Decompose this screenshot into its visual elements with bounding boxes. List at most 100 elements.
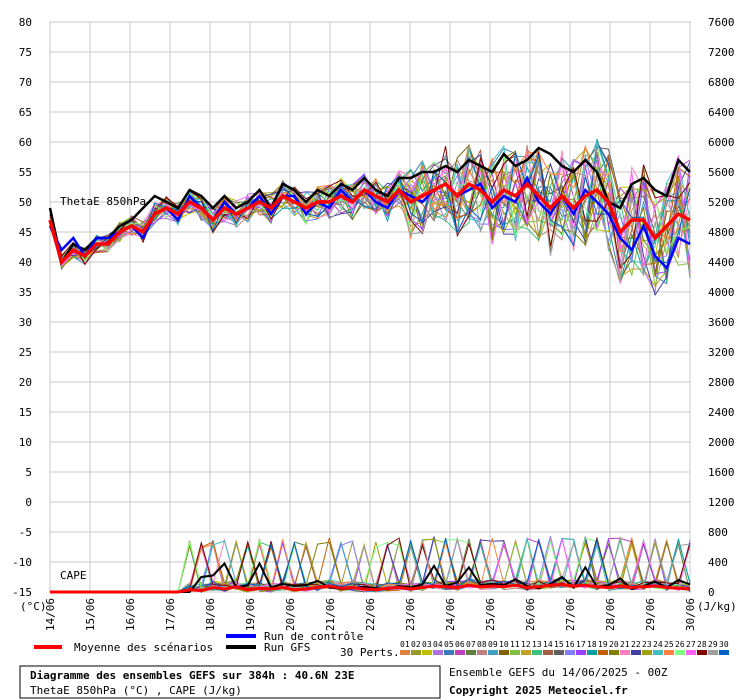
right-axis-unit: (J/kg) bbox=[697, 600, 737, 613]
pert-legend-swatch bbox=[609, 650, 619, 655]
right-tick-label: 4000 bbox=[708, 286, 735, 299]
right-axis-ticks: 7600720068006400600056005200480044004000… bbox=[708, 16, 735, 599]
pert-legend-number: 28 bbox=[697, 640, 707, 649]
left-tick-label: 70 bbox=[19, 76, 32, 89]
pert-legend-number: 04 bbox=[433, 640, 443, 649]
pert-legend-number: 09 bbox=[488, 640, 498, 649]
pert-legend-swatch bbox=[620, 650, 630, 655]
x-tick-label: 19/06 bbox=[244, 598, 257, 631]
right-tick-label: 1200 bbox=[708, 496, 735, 509]
pert-legend-swatch bbox=[587, 650, 597, 655]
pert-legend-number: 27 bbox=[686, 640, 696, 649]
pert-legend-swatch bbox=[466, 650, 476, 655]
pert-legend-swatch bbox=[510, 650, 520, 655]
left-tick-label: -15 bbox=[12, 586, 32, 599]
main-run-lines bbox=[48, 146, 691, 594]
pert-legend-number: 13 bbox=[532, 640, 542, 649]
right-tick-label: 6000 bbox=[708, 136, 735, 149]
pert-legend-swatch bbox=[697, 650, 707, 655]
pert-thetae-line bbox=[49, 145, 691, 281]
left-axis-unit: (°C) bbox=[20, 600, 47, 613]
left-tick-label: 75 bbox=[19, 46, 32, 59]
pert-legend-swatch bbox=[598, 650, 608, 655]
left-tick-label: 5 bbox=[25, 466, 32, 479]
pert-legend-swatch bbox=[543, 650, 553, 655]
x-tick-label: 29/06 bbox=[644, 598, 657, 631]
pert-legend-number: 07 bbox=[466, 640, 476, 649]
right-tick-label: 400 bbox=[708, 556, 728, 569]
left-tick-label: 45 bbox=[19, 226, 32, 239]
pert-legend-swatch bbox=[455, 650, 465, 655]
right-tick-label: 1600 bbox=[708, 466, 735, 479]
pert-legend-number: 23 bbox=[642, 640, 652, 649]
pert-legend-swatch bbox=[719, 650, 729, 655]
right-tick-label: 800 bbox=[708, 526, 728, 539]
pert-legend-number: 14 bbox=[543, 640, 553, 649]
left-tick-label: 30 bbox=[19, 316, 32, 329]
pert-legend-swatch bbox=[631, 650, 641, 655]
pert-legend-number: 15 bbox=[554, 640, 564, 649]
left-tick-label: 25 bbox=[19, 346, 32, 359]
pert-legend-swatch bbox=[433, 650, 443, 655]
left-tick-label: 35 bbox=[19, 286, 32, 299]
pert-legend-number: 19 bbox=[598, 640, 608, 649]
pert-legend-number: 30 bbox=[719, 640, 729, 649]
gfs-thetae-line bbox=[48, 146, 691, 266]
pert-legend-swatch bbox=[554, 650, 564, 655]
x-tick-label: 28/06 bbox=[604, 598, 617, 631]
legend-control-label: Run de contrôle bbox=[264, 630, 363, 643]
pert-legend-number: 02 bbox=[411, 640, 421, 649]
title-line-1: Diagramme des ensembles GEFS sur 384h : … bbox=[30, 669, 355, 682]
pert-legend-swatch bbox=[477, 650, 487, 655]
pert-legend-number: 25 bbox=[664, 640, 674, 649]
pert-legend-number: 10 bbox=[499, 640, 509, 649]
cape-series-label: CAPE bbox=[60, 569, 87, 582]
pert-thetae-line bbox=[49, 146, 691, 270]
copyright: Copyright 2025 Meteociel.fr bbox=[449, 684, 628, 697]
mean-thetae-line bbox=[48, 181, 691, 266]
left-tick-label: 65 bbox=[19, 106, 32, 119]
legend: Moyenne des scénarios Run de contrôle Ru… bbox=[34, 630, 729, 659]
right-tick-label: 2000 bbox=[708, 436, 735, 449]
legend-perts-label: 30 Perts. bbox=[340, 646, 400, 659]
perturbation-legend: 01 02 03 04 05 06 07 08 09 10 11 12 13 14 15 16 17 18 19 20… bbox=[400, 640, 729, 655]
pert-legend-swatch bbox=[521, 650, 531, 655]
pert-legend-number: 16 bbox=[565, 640, 575, 649]
right-tick-label: 6400 bbox=[708, 106, 735, 119]
x-tick-label: 20/06 bbox=[284, 598, 297, 631]
pert-legend-number: 06 bbox=[455, 640, 465, 649]
pert-legend-number: 17 bbox=[576, 640, 586, 649]
x-tick-label: 18/06 bbox=[204, 598, 217, 631]
x-tick-label: 27/06 bbox=[564, 598, 577, 631]
pert-legend-number: 20 bbox=[609, 640, 619, 649]
left-tick-label: 50 bbox=[19, 196, 32, 209]
x-tick-label: 16/06 bbox=[124, 598, 137, 631]
pert-legend-number: 08 bbox=[477, 640, 487, 649]
x-tick-label: 21/06 bbox=[324, 598, 337, 631]
right-tick-label: 3600 bbox=[708, 316, 735, 329]
right-tick-label: 7200 bbox=[708, 46, 735, 59]
pert-legend-swatch bbox=[532, 650, 542, 655]
pert-thetae-line bbox=[49, 141, 691, 265]
run-info: Ensemble GEFS du 14/06/2025 - 00Z bbox=[449, 666, 668, 679]
thetae-series-label: ThetaE 850hPa bbox=[60, 195, 146, 208]
pert-legend-swatch bbox=[642, 650, 652, 655]
title-line-2: ThetaE 850hPa (°C) , CAPE (J/kg) bbox=[30, 684, 242, 697]
pert-legend-swatch bbox=[411, 650, 421, 655]
right-tick-label: 5200 bbox=[708, 196, 735, 209]
pert-legend-number: 29 bbox=[708, 640, 718, 649]
pert-legend-swatch bbox=[675, 650, 685, 655]
right-tick-label: 5600 bbox=[708, 166, 735, 179]
left-tick-label: 20 bbox=[19, 376, 32, 389]
right-tick-label: 2800 bbox=[708, 376, 735, 389]
pert-legend-number: 18 bbox=[587, 640, 597, 649]
pert-thetae-line bbox=[49, 152, 691, 265]
x-tick-label: 22/06 bbox=[364, 598, 377, 631]
pert-legend-number: 12 bbox=[521, 640, 531, 649]
left-tick-label: 80 bbox=[19, 16, 32, 29]
pert-legend-swatch bbox=[576, 650, 586, 655]
x-tick-label: 23/06 bbox=[404, 598, 417, 631]
right-tick-label: 7600 bbox=[708, 16, 735, 29]
pert-legend-number: 26 bbox=[675, 640, 685, 649]
